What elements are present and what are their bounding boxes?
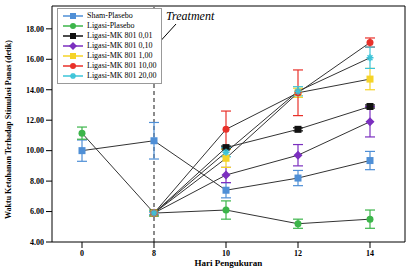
html-text:Ligasi-MK 801 1,00: Ligasi-MK 801 1,00 bbox=[87, 51, 153, 60]
svg-text:6.00: 6.00 bbox=[30, 207, 44, 216]
svg-text:10: 10 bbox=[222, 249, 230, 258]
svg-text:14: 14 bbox=[366, 249, 374, 258]
svg-text:12: 12 bbox=[294, 249, 302, 258]
svg-text:10.00: 10.00 bbox=[26, 146, 44, 155]
svg-text:Waktu Ketahanan Terhadap Stimu: Waktu Ketahanan Terhadap Stimulasi Panas… bbox=[4, 40, 13, 219]
svg-text:12.00: 12.00 bbox=[26, 116, 44, 125]
svg-text:0: 0 bbox=[80, 249, 84, 258]
html-text:Ligasi-Plasebo: Ligasi-Plasebo bbox=[87, 21, 135, 30]
html-text:Sham-Plasebo: Sham-Plasebo bbox=[87, 11, 133, 20]
html-text:Ligasi-MK 801 0,10: Ligasi-MK 801 0,10 bbox=[87, 41, 153, 50]
svg-text:4.00: 4.00 bbox=[30, 238, 44, 247]
html-text:Ligasi-MK 801 0,01: Ligasi-MK 801 0,01 bbox=[87, 31, 153, 40]
html-text:Ligasi-MK 801 20,00: Ligasi-MK 801 20,00 bbox=[87, 71, 157, 80]
svg-text:16.00: 16.00 bbox=[26, 55, 44, 64]
svg-text:Hari Pengukuran: Hari Pengukuran bbox=[195, 258, 263, 268]
svg-text:Treatment: Treatment bbox=[166, 9, 215, 23]
html-text:Ligasi-MK 801 10,00: Ligasi-MK 801 10,00 bbox=[87, 61, 157, 70]
svg-text:14.00: 14.00 bbox=[26, 86, 44, 95]
svg-text:8.00: 8.00 bbox=[30, 177, 44, 186]
svg-text:8: 8 bbox=[152, 249, 156, 258]
svg-text:18.00: 18.00 bbox=[26, 25, 44, 34]
